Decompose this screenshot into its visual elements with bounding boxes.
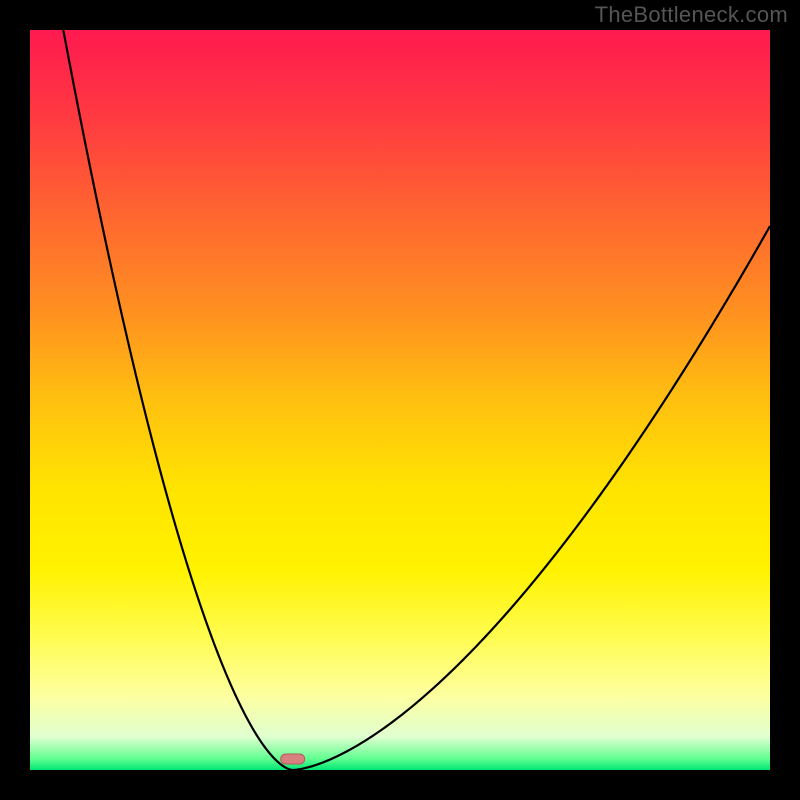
chart-svg <box>0 0 800 800</box>
watermark-text: TheBottleneck.com <box>595 2 788 28</box>
minimum-marker <box>281 754 305 764</box>
chart-container: TheBottleneck.com <box>0 0 800 800</box>
